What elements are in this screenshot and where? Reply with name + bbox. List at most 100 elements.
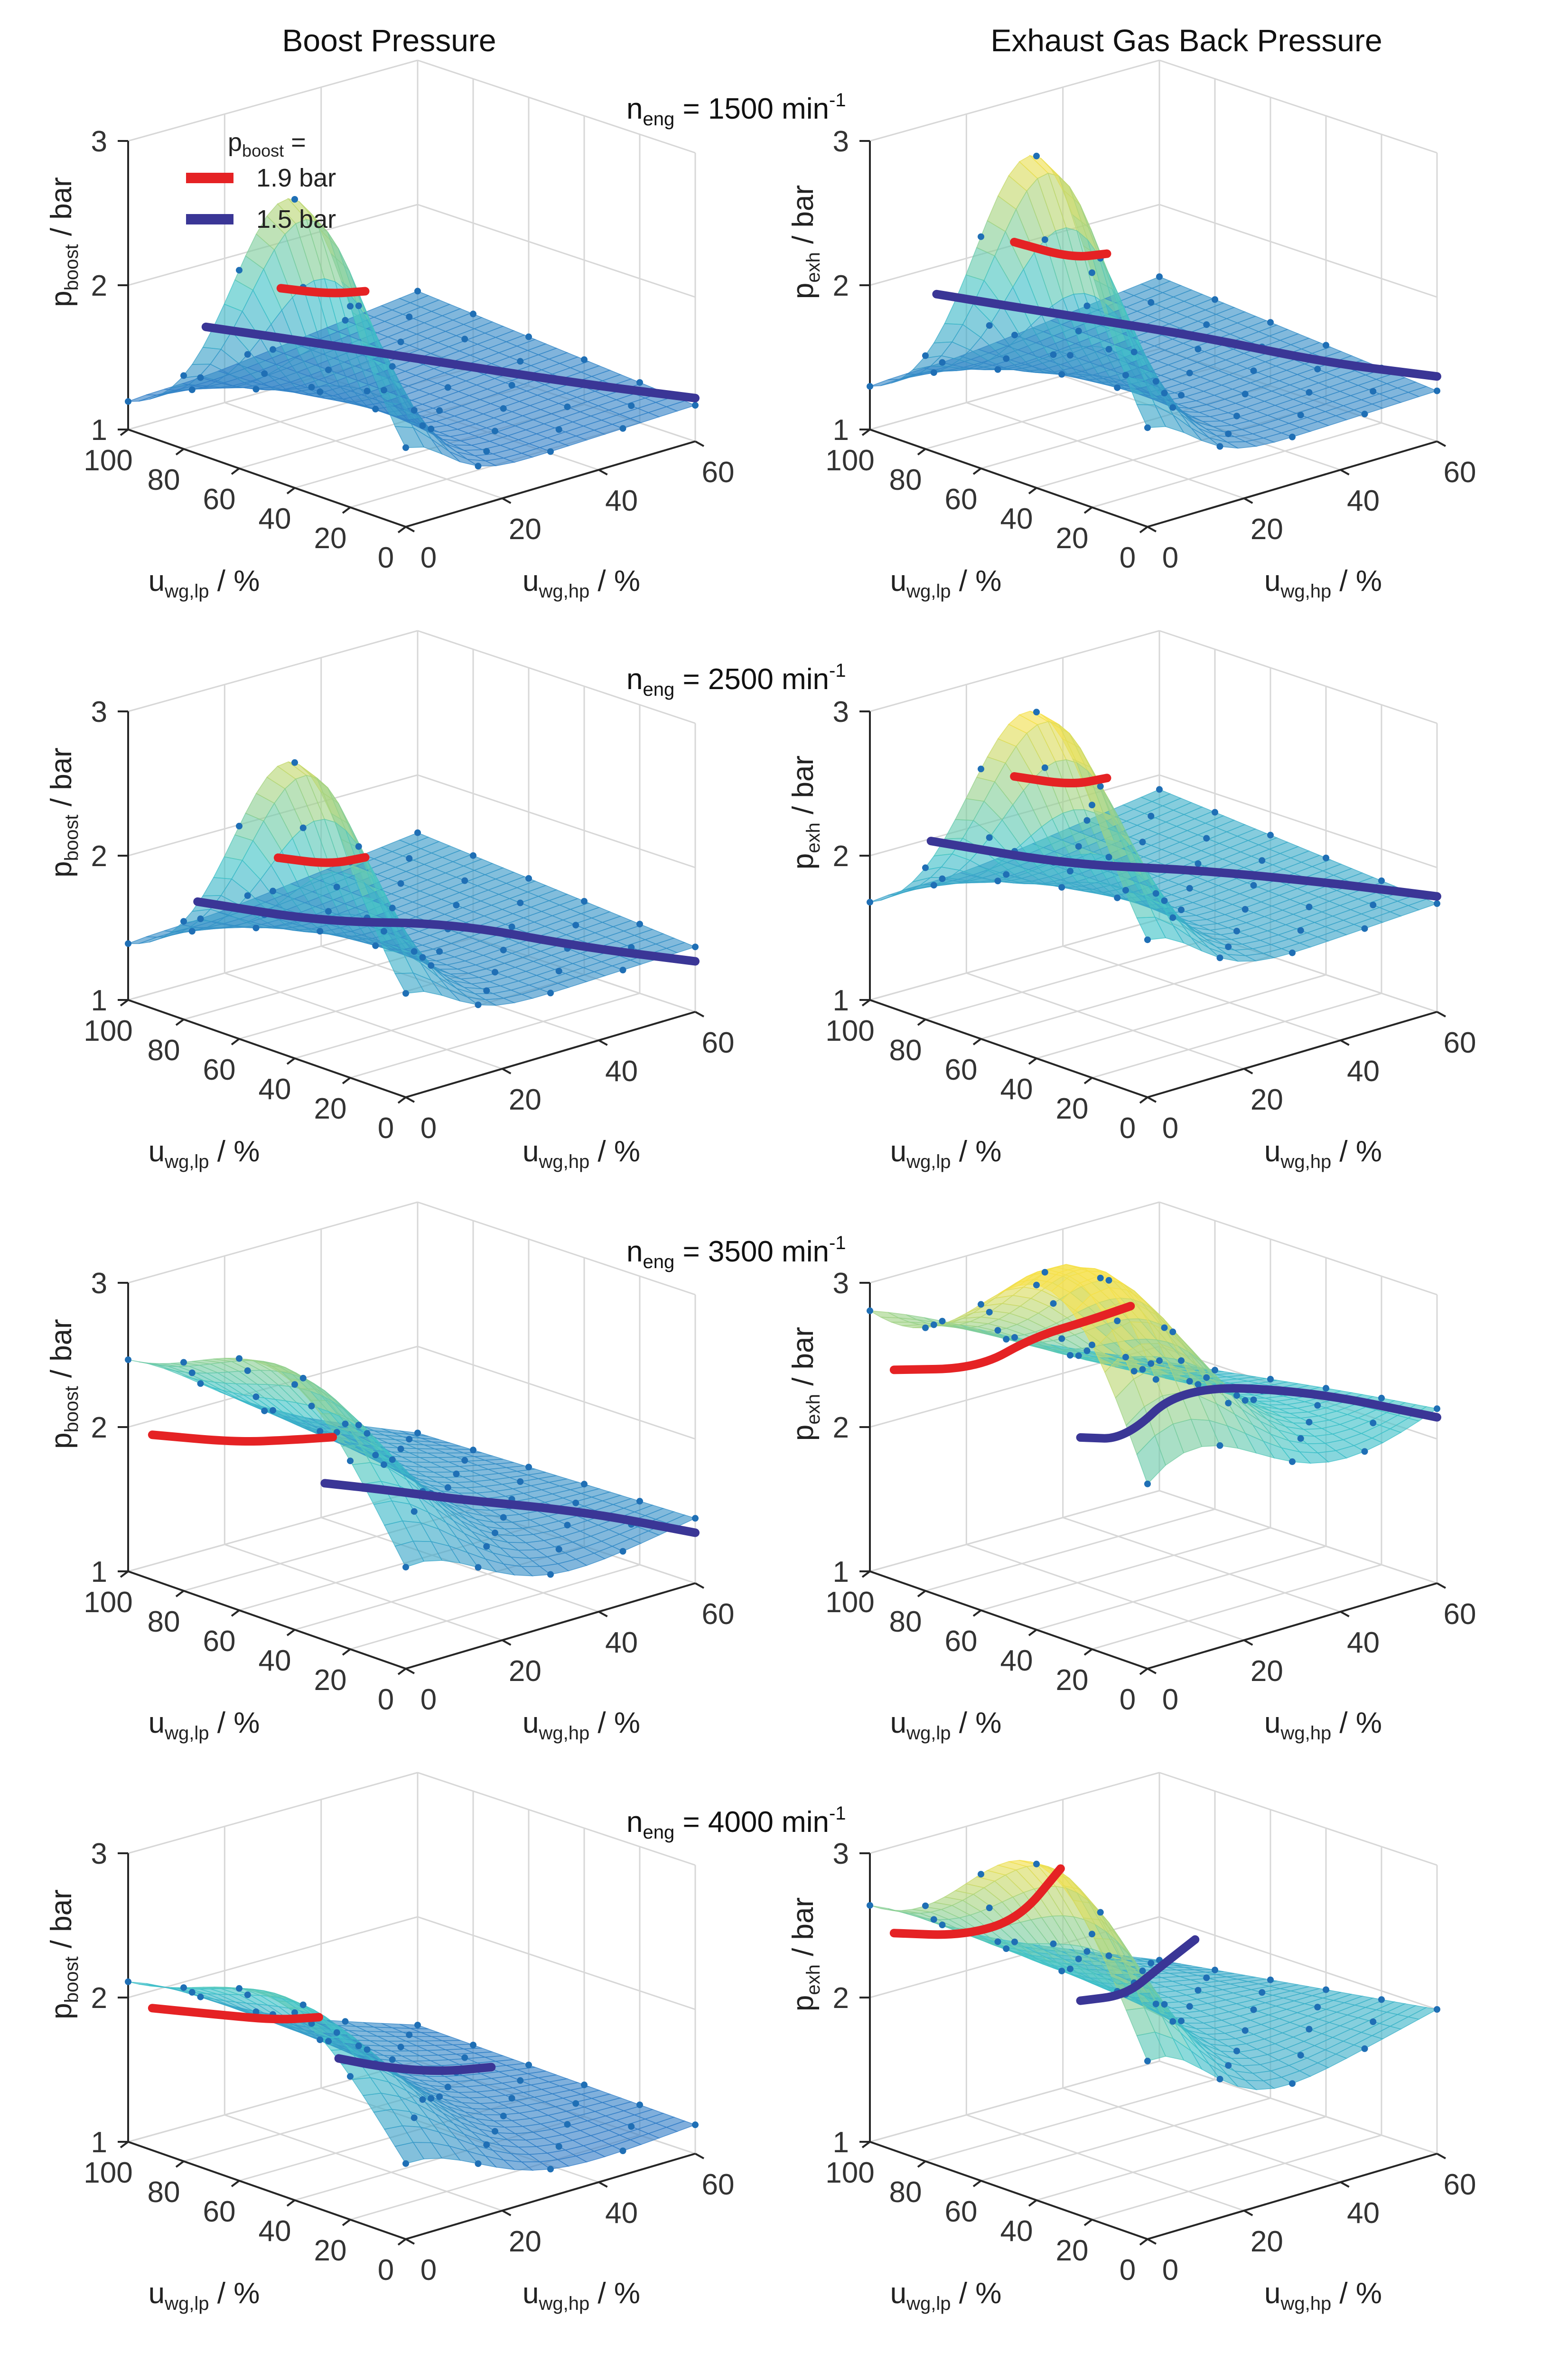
x-tick-label: 40 <box>259 2215 291 2248</box>
measurement-point <box>453 902 460 909</box>
x-tick-mark <box>1083 1077 1093 1084</box>
measurement-point <box>1075 1955 1082 1962</box>
grid-line-x-100 <box>869 2060 1160 2143</box>
grid-line-y-40 <box>321 1517 599 1613</box>
measurement-point <box>270 346 276 353</box>
measurement-point <box>1370 2018 1377 2026</box>
x-tick-mark <box>397 2238 407 2246</box>
measurement-point <box>867 898 873 906</box>
iso-line-1.5-bar <box>320 1479 700 1537</box>
measurement-point <box>1139 1366 1146 1373</box>
measurement-point <box>1241 2027 1249 2034</box>
measurement-point <box>333 883 340 890</box>
measurement-point <box>1097 1909 1104 1916</box>
measurement-point <box>402 1564 409 1571</box>
measurement-point <box>1289 2080 1296 2087</box>
y-tick-mark <box>1243 1639 1253 1646</box>
measurement-point <box>252 386 260 393</box>
measurement-point <box>1097 1274 1104 1281</box>
measurement-point <box>475 463 482 470</box>
measurement-point <box>461 1457 468 1464</box>
measurement-point <box>1323 854 1329 861</box>
iso-line-1.9-bar <box>1010 772 1111 787</box>
x-tick-label: 80 <box>148 2176 180 2209</box>
measurement-point <box>1212 809 1218 816</box>
y-axis-line <box>405 440 696 528</box>
measurement-point <box>1041 1269 1048 1276</box>
measurement-point <box>1323 1986 1329 1993</box>
tick-labels: 1 2 3 0 20 40 60 80 100 0 20 40 60 <box>825 696 1476 1145</box>
measurement-point <box>244 1367 251 1374</box>
panel-p_boost-3500: 1 2 3 0 20 40 60 80 100 0 20 40 60 uwg,lp / % uwg,hp /… <box>45 1201 734 1744</box>
measurement-point <box>389 1456 396 1463</box>
x-tick-mark <box>342 2219 351 2226</box>
measurement-point <box>1178 1357 1185 1364</box>
surface-patch <box>869 379 899 387</box>
grid-line-x-80 <box>925 1508 1215 1592</box>
x-tick-label: 100 <box>825 444 874 477</box>
measurement-point <box>411 948 418 955</box>
measurement-point <box>930 1321 937 1328</box>
x-tick-label: 60 <box>945 1625 978 1658</box>
y-tick-label: 20 <box>509 2225 541 2258</box>
z-tick-label: 3 <box>833 696 849 728</box>
measurement-point <box>1144 1480 1151 1487</box>
measurement-point <box>994 1327 1001 1334</box>
measurement-point <box>428 962 435 969</box>
x-tick-label: 20 <box>314 1664 347 1697</box>
measurement-point <box>347 2073 354 2080</box>
measurement-point <box>619 2148 626 2155</box>
grid-line-z-2 <box>1159 774 1437 868</box>
measurement-point <box>1122 887 1129 894</box>
z-tick-label: 1 <box>91 2126 107 2159</box>
measurement-point <box>1233 2047 1240 2054</box>
measurement-point <box>1033 152 1040 159</box>
x-tick-mark <box>175 2160 185 2168</box>
y-tick-label: 20 <box>509 1655 541 1688</box>
x-tick-mark <box>231 2180 240 2187</box>
x-tick-label: 60 <box>203 2195 236 2228</box>
measurement-point <box>372 406 379 413</box>
x-tick-mark <box>397 1668 407 1675</box>
measurement-point <box>1378 1394 1385 1401</box>
measurement-point <box>1297 2052 1304 2059</box>
y-tick-mark <box>598 469 608 476</box>
measurement-point <box>414 288 421 295</box>
measurement-point <box>1370 901 1377 908</box>
y-axis-line <box>1147 440 1437 528</box>
measurement-point <box>930 1916 937 1923</box>
x-tick-label: 20 <box>1056 522 1089 555</box>
surface-mesh <box>128 198 697 467</box>
measurement-point <box>1186 885 1193 892</box>
tick-labels: 1 2 3 0 20 40 60 80 100 0 20 40 60 <box>84 696 734 1145</box>
y-tick-mark <box>1340 469 1350 476</box>
measurement-point <box>270 1407 276 1414</box>
y-tick-label: 0 <box>420 542 437 574</box>
x-tick-label: 40 <box>1000 1644 1033 1677</box>
measurement-point <box>308 383 315 391</box>
measurement-point <box>1233 412 1240 420</box>
measurement-point <box>1225 2062 1232 2069</box>
legend: pboost = 1.9 bar 1.5 bar <box>186 128 336 233</box>
grid-line-y-20 <box>966 402 1244 499</box>
x-axis-line <box>869 1570 1148 1670</box>
grid-line-x-20 <box>1092 2134 1382 2221</box>
measurement-point <box>978 233 984 240</box>
iso-line-1.5-bar <box>932 289 1441 381</box>
grid-line-y-20 <box>224 972 503 1070</box>
measurement-point <box>1216 2075 1223 2082</box>
x-tick-label: 0 <box>1120 542 1136 574</box>
measurement-point <box>381 1461 387 1468</box>
measurement-point <box>1067 1352 1073 1359</box>
measurement-point <box>1083 1347 1091 1354</box>
x-tick-mark <box>1139 1668 1148 1675</box>
measurement-point <box>994 878 1001 885</box>
measurement-point <box>555 968 562 975</box>
grid-line-y-20 <box>966 1543 1244 1641</box>
measurement-point <box>547 2166 554 2173</box>
tick-labels: 1 2 3 0 20 40 60 80 100 0 20 40 60 <box>84 1267 734 1716</box>
measurement-point <box>291 1381 298 1388</box>
x-tick-label: 100 <box>825 1015 874 1047</box>
measurement-point <box>1361 411 1368 418</box>
y-tick-label: 0 <box>1162 2254 1178 2287</box>
